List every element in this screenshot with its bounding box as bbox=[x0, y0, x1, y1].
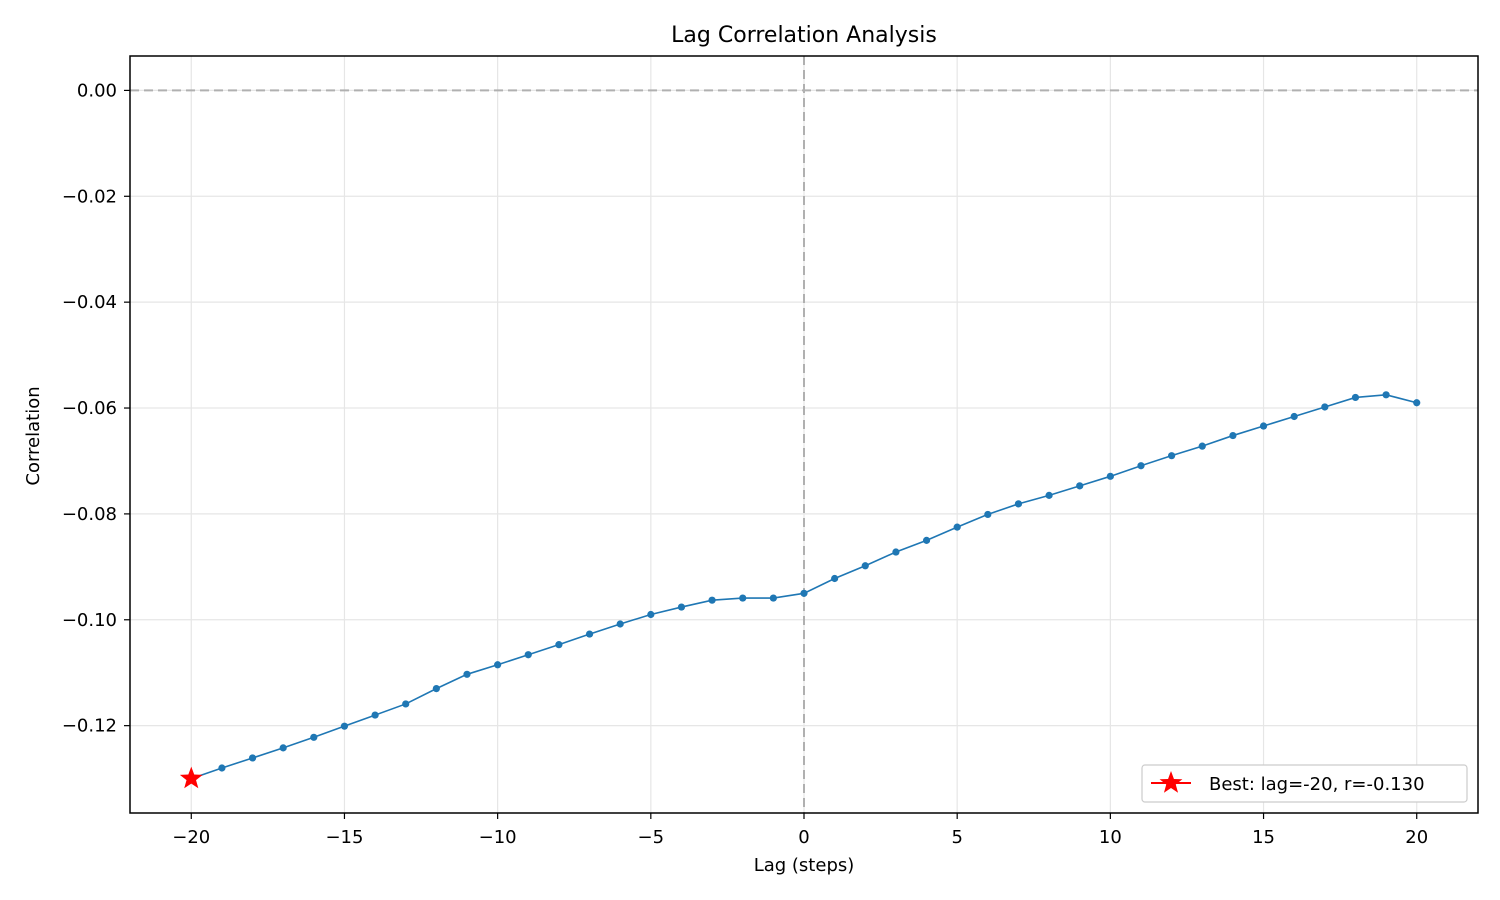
y-tick-label: −0.12 bbox=[62, 716, 117, 737]
data-point bbox=[1014, 500, 1023, 508]
legend-label: Best: lag=-20, r=-0.130 bbox=[1209, 774, 1425, 795]
data-point bbox=[892, 548, 900, 556]
data-point bbox=[1290, 412, 1298, 421]
data-point bbox=[831, 574, 839, 583]
x-tick-label: 10 bbox=[1099, 827, 1122, 848]
data-point bbox=[1413, 399, 1421, 407]
legend: Best: lag=-20, r=-0.130 bbox=[1141, 764, 1468, 803]
data-point bbox=[1076, 482, 1084, 490]
data-point bbox=[984, 510, 992, 519]
x-tick-label: 20 bbox=[1405, 827, 1428, 848]
data-point bbox=[340, 722, 349, 730]
y-tick-label: −0.08 bbox=[62, 504, 117, 525]
data-point bbox=[769, 594, 777, 602]
data-point bbox=[585, 630, 594, 638]
reference-lines bbox=[130, 56, 1478, 813]
x-tick-label: −15 bbox=[325, 827, 363, 848]
data-point bbox=[800, 589, 808, 597]
x-tick-label: −5 bbox=[638, 827, 665, 848]
y-tick-label: −0.06 bbox=[62, 398, 117, 419]
legend-star-icon bbox=[1159, 771, 1183, 793]
data-point bbox=[1198, 442, 1206, 450]
data-point bbox=[218, 764, 226, 772]
best-point-layer bbox=[179, 766, 203, 789]
data-point bbox=[1351, 393, 1360, 402]
x-tick-label: 5 bbox=[951, 827, 962, 848]
data-point bbox=[1259, 422, 1268, 430]
data-point bbox=[922, 536, 931, 544]
x-tick-label: 0 bbox=[798, 827, 809, 848]
data-point bbox=[861, 562, 869, 570]
y-tick-label: 0.00 bbox=[77, 80, 117, 101]
x-axis-label: Lag (steps) bbox=[754, 855, 855, 876]
data-point bbox=[432, 684, 440, 693]
data-point bbox=[677, 603, 686, 611]
data-point bbox=[953, 523, 961, 531]
data-point bbox=[1168, 452, 1176, 460]
data-point bbox=[248, 754, 257, 762]
data-point bbox=[1321, 403, 1329, 411]
y-tick-label: −0.04 bbox=[62, 292, 117, 313]
y-axis-ticks: 0.00 −0.02 −0.04 −0.06 −0.08 −0.10 −0.12 bbox=[62, 80, 130, 737]
x-tick-label: −10 bbox=[479, 827, 517, 848]
data-point bbox=[708, 596, 716, 604]
data-point bbox=[1045, 491, 1053, 499]
data-point bbox=[555, 641, 563, 649]
data-point bbox=[1229, 431, 1237, 440]
x-tick-label: −20 bbox=[172, 827, 210, 848]
chart-title: Lag Correlation Analysis bbox=[671, 23, 937, 48]
data-point bbox=[1382, 391, 1390, 399]
y-tick-label: −0.02 bbox=[62, 186, 117, 207]
data-point bbox=[1106, 472, 1114, 480]
y-tick-label: −0.10 bbox=[62, 610, 117, 631]
x-axis-ticks: −20 −15 −10 −5 0 5 10 15 20 bbox=[172, 813, 1428, 848]
data-point bbox=[739, 594, 747, 602]
data-point bbox=[1137, 462, 1145, 470]
legend-box bbox=[1141, 764, 1468, 803]
x-tick-label: 15 bbox=[1252, 827, 1275, 848]
y-axis-label: Correlation bbox=[23, 386, 44, 485]
data-point bbox=[279, 744, 287, 752]
best-point-star bbox=[179, 766, 203, 789]
data-point bbox=[371, 711, 379, 719]
data-point bbox=[524, 651, 532, 659]
data-point bbox=[616, 620, 624, 628]
data-point bbox=[463, 670, 471, 678]
data-point bbox=[494, 661, 502, 669]
data-point bbox=[402, 700, 410, 708]
data-point bbox=[310, 733, 318, 741]
data-point bbox=[647, 610, 655, 619]
